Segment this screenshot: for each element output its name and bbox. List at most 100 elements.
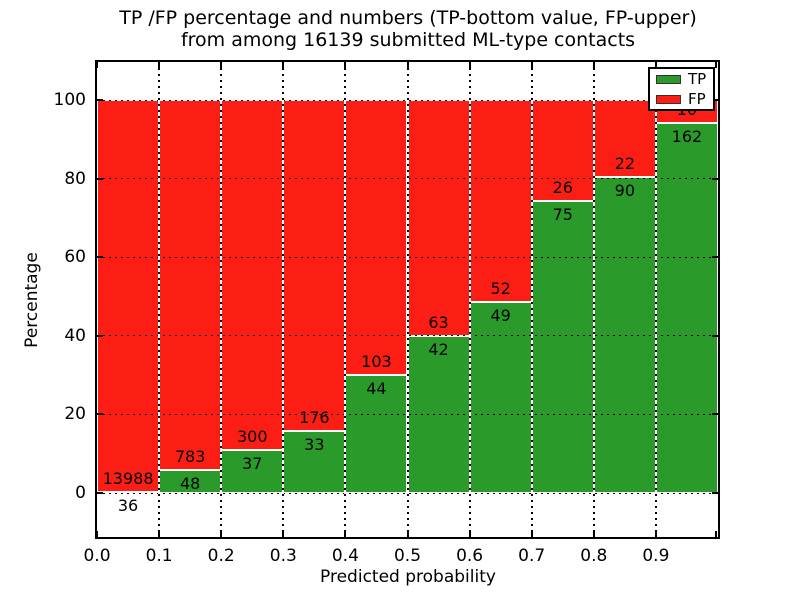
x-tick-mark-bottom (592, 531, 595, 537)
x-tick-label: 0.2 (207, 546, 235, 566)
y-tick-mark-right (712, 177, 718, 180)
fp-count-label: 26 (552, 178, 573, 198)
tp-count-label: 75 (552, 205, 573, 225)
fp-legend-label: FP (688, 90, 706, 108)
y-tick-label: 20 (64, 404, 86, 425)
y-tick-mark-right (712, 334, 718, 337)
plot-area: TP FP 13988 36 783 48 300 37 176 33 103 44 63 42 52 49… (95, 60, 720, 539)
y-tick-mark-right (712, 99, 718, 101)
y-tick-mark-left (97, 413, 103, 416)
chart-title-line1: TP /FP percentage and numbers (TP-bottom… (119, 7, 697, 29)
y-tick-label: 60 (64, 247, 86, 268)
x-tick-mark-bottom (530, 531, 533, 537)
x-tick-mark-bottom (96, 531, 98, 537)
y-tick-mark-right (712, 413, 718, 416)
tp-bar-segment (531, 201, 594, 493)
x-tick-label: 0.4 (331, 546, 359, 566)
y-tick-mark-left (97, 256, 103, 259)
x-tick-label: 0.9 (642, 546, 670, 566)
y-tick-mark-right (712, 492, 718, 494)
tp-count-label: 49 (490, 306, 511, 326)
fp-bar-segment (407, 100, 470, 336)
vertical-gridline (282, 62, 285, 537)
fp-count-label: 103 (361, 352, 392, 372)
y-tick-mark-right (712, 256, 718, 259)
vertical-gridline (158, 62, 161, 537)
x-tick-mark-top (715, 62, 717, 68)
fp-bar-segment (345, 100, 408, 376)
x-tick-label: 0.3 (269, 546, 297, 566)
x-tick-label: 0.1 (145, 546, 173, 566)
x-tick-mark-top (654, 62, 657, 68)
tp-count-label: 33 (304, 434, 325, 454)
tp-bar-segment (469, 302, 532, 493)
legend-entry: TP (656, 71, 707, 87)
x-tick-mark-bottom (468, 531, 471, 537)
x-tick-mark-bottom (344, 531, 347, 537)
y-tick-label: 100 (53, 90, 86, 110)
x-tick-mark-bottom (654, 531, 657, 537)
x-tick-mark-top (592, 62, 595, 68)
x-tick-mark-bottom (158, 531, 161, 537)
fp-bar-segment (469, 100, 532, 303)
vertical-gridline (530, 62, 533, 537)
fp-count-label: 22 (614, 154, 636, 174)
fp-count-label: 52 (490, 279, 511, 299)
fp-legend-swatch (656, 94, 681, 104)
tp-count-label: 48 (179, 474, 201, 494)
x-tick-mark-top (530, 62, 533, 68)
fp-count-label: 176 (299, 407, 330, 427)
tp-count-label: 162 (671, 126, 703, 146)
fp-count-label: 13988 (102, 468, 154, 488)
x-tick-mark-bottom (220, 531, 223, 537)
plot-inner: TP FP 13988 36 783 48 300 37 176 33 103 44 63 42 52 49… (96, 62, 718, 537)
tp-count-label: 42 (428, 339, 449, 359)
x-tick-mark-top (282, 62, 285, 68)
y-tick-mark-left (97, 334, 103, 337)
vertical-gridline (592, 62, 595, 537)
tp-count-label: 36 (117, 495, 139, 515)
y-tick-mark-left (97, 99, 103, 101)
vertical-gridline (344, 62, 347, 537)
y-tick-mark-left (97, 177, 103, 180)
y-tick-label: 0 (75, 483, 86, 503)
tp-count-label: 37 (242, 453, 263, 473)
fp-bar-segment (221, 100, 284, 450)
y-tick-mark-left (97, 492, 103, 494)
x-tick-mark-bottom (406, 531, 409, 537)
x-tick-mark-bottom (282, 531, 285, 537)
x-tick-mark-top (406, 62, 409, 68)
y-tick-label: 80 (64, 168, 86, 189)
x-tick-mark-top (220, 62, 223, 68)
x-tick-mark-top (344, 62, 347, 68)
x-tick-label: 0.6 (456, 546, 484, 566)
x-tick-mark-top (96, 62, 98, 68)
x-tick-label: 0.7 (518, 546, 546, 566)
vertical-gridline (468, 62, 471, 537)
tp-count-label: 90 (614, 181, 636, 201)
x-tick-label: 0.8 (580, 546, 608, 566)
x-tick-mark-top (468, 62, 471, 68)
x-axis-label: Predicted probability (320, 567, 496, 587)
vertical-gridline (654, 62, 657, 537)
legend-entry: FP (656, 91, 707, 107)
vertical-gridline (220, 62, 223, 537)
legend: TP FP (648, 67, 715, 111)
tp-count-label: 44 (366, 379, 387, 399)
tp-bar-segment (655, 122, 718, 493)
tp-legend-swatch (656, 74, 681, 84)
vertical-gridline (406, 62, 409, 537)
x-tick-mark-top (158, 62, 161, 68)
fp-count-label: 300 (236, 426, 268, 446)
fp-bar-segment (97, 100, 160, 492)
tp-bar-segment (593, 177, 656, 493)
x-tick-label: 0.5 (393, 546, 422, 566)
x-tick-label: 0.0 (83, 546, 111, 566)
chart-title-line2: from among 16139 submitted ML-type conta… (180, 29, 636, 51)
fp-bar-segment (159, 100, 222, 471)
tp-legend-label: TP (688, 70, 707, 88)
fp-count-label: 63 (428, 312, 449, 332)
fp-count-label: 783 (174, 447, 206, 467)
x-tick-mark-bottom (715, 531, 717, 537)
